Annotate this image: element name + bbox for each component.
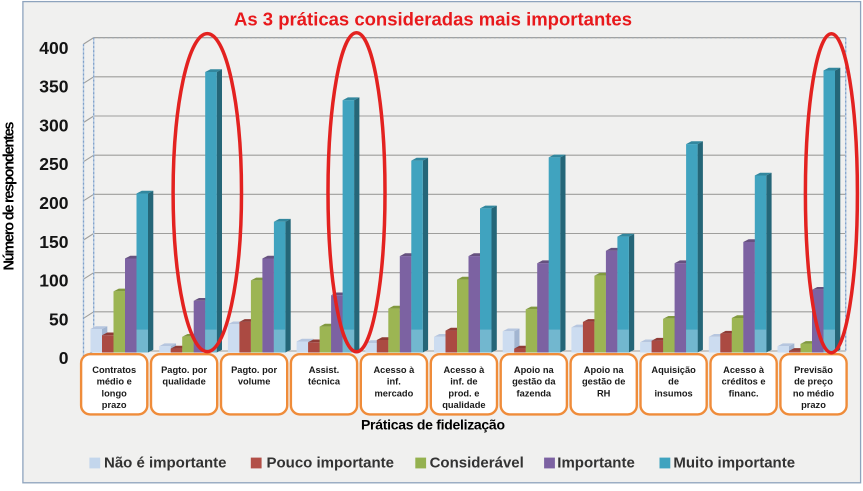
svg-text:250: 250 [39,154,68,174]
svg-text:Acesso à: Acesso à [443,365,485,375]
svg-text:0: 0 [59,348,69,368]
svg-text:insumos: insumos [654,388,692,398]
svg-text:no médio: no médio [793,388,835,398]
svg-text:200: 200 [39,193,68,213]
svg-text:Não é importante: Não é importante [104,455,227,472]
svg-text:Pouco importante: Pouco importante [267,455,395,472]
svg-text:Assist.: Assist. [309,365,340,375]
svg-text:100: 100 [39,271,68,291]
svg-text:técnica: técnica [308,377,341,387]
svg-text:volume: volume [238,377,271,387]
svg-text:mercado: mercado [375,388,414,398]
svg-text:Número de respondentes: Número de respondentes [2,122,18,271]
svg-text:prazo: prazo [102,400,127,410]
svg-text:prazo: prazo [801,400,826,410]
svg-text:gestão de: gestão de [582,377,625,387]
svg-text:de preço: de preço [794,377,833,387]
svg-text:Apoio na: Apoio na [514,365,555,375]
svg-text:Acesso à: Acesso à [373,365,415,375]
svg-text:400: 400 [39,38,68,58]
svg-text:50: 50 [49,309,69,329]
svg-text:inf.: inf. [387,377,401,387]
svg-text:Apoio na: Apoio na [584,365,625,375]
svg-text:fazenda: fazenda [516,388,551,398]
svg-text:Importante: Importante [557,455,635,472]
svg-text:300: 300 [39,115,68,135]
svg-text:de: de [668,377,679,387]
svg-text:financ.: financ. [729,388,759,398]
svg-text:qualidade: qualidade [442,400,485,410]
svg-text:gestão da: gestão da [512,377,556,387]
svg-text:longo: longo [102,388,128,398]
svg-text:RH: RH [597,388,611,398]
svg-text:Considerável: Considerável [430,455,524,472]
svg-text:Pagto. por: Pagto. por [161,365,207,375]
svg-text:inf. de: inf. de [450,377,477,387]
svg-text:Previsão: Previsão [794,365,833,375]
svg-text:prod. e: prod. e [448,388,479,398]
svg-text:créditos e: créditos e [722,377,766,387]
svg-text:150: 150 [39,232,68,252]
svg-text:Muito importante: Muito importante [673,455,795,472]
svg-text:As 3 práticas consideradas mai: As 3 práticas consideradas mais importan… [234,9,632,30]
svg-text:Práticas de fidelização: Práticas de fidelização [361,417,505,433]
svg-text:Aquisição: Aquisição [651,365,696,375]
svg-text:médio e: médio e [97,377,132,387]
svg-text:350: 350 [39,77,68,97]
svg-text:qualidade: qualidade [162,377,205,387]
svg-text:Pagto. por: Pagto. por [231,365,277,375]
svg-text:Acesso à: Acesso à [723,365,765,375]
svg-text:Contratos: Contratos [92,365,136,375]
